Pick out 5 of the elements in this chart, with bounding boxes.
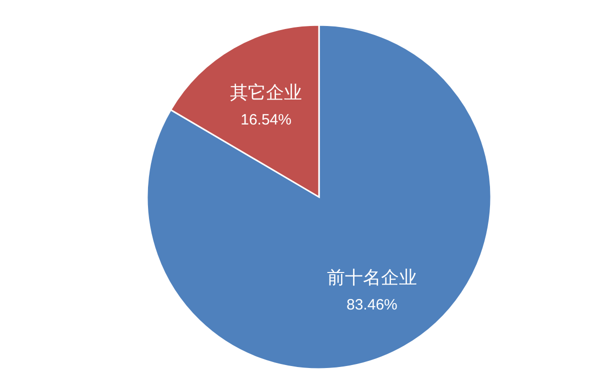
slice-label: 前十名企业 — [326, 268, 417, 289]
pie-slice — [146, 24, 492, 370]
data-label: 83.46% — [346, 296, 398, 314]
slice-label: 其它企业 — [230, 82, 302, 104]
data-label: 16.54% — [240, 111, 292, 128]
